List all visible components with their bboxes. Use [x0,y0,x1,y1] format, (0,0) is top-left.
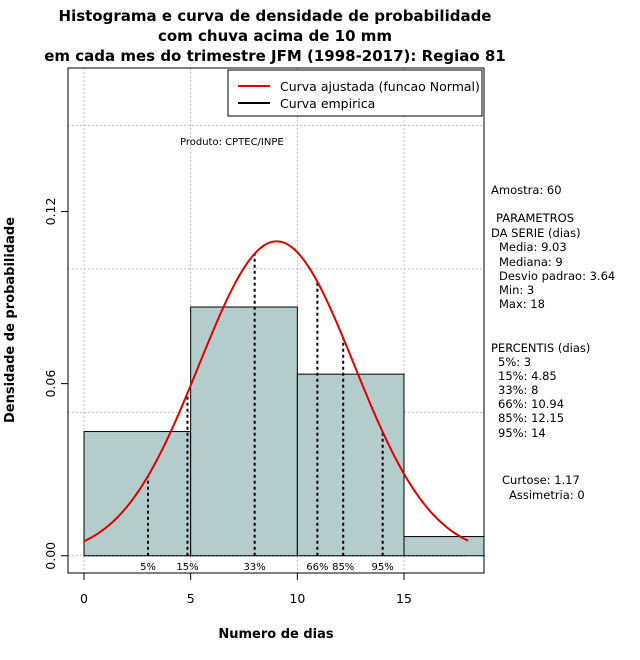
stat-p95: 95%: 14 [498,426,546,440]
y-tick-label: 0.00 [43,542,58,570]
fitted-normal-curve [83,240,469,543]
stat-max: Max: 18 [499,297,545,311]
stat-percentiles-title: PERCENTIS (dias) [491,341,590,355]
x-tick-label: 15 [396,591,412,606]
legend-fitted-label: Curva ajustada (funcao Normal) [280,79,480,94]
histogram-bar [296,373,405,557]
percentile-label: 15% [176,562,198,573]
stat-min: Min: 3 [499,283,534,297]
x-axis-title: Numero de dias [218,627,334,642]
chart-title-line1: Histograma e curva de densidade de proba… [59,7,492,25]
stat-params-title: PARAMETROS [496,211,574,225]
stat-kurtosis: Curtose: 1.17 [502,473,580,487]
stat-p33: 33%: 8 [498,383,538,397]
histogram-bars [83,306,485,557]
stat-median: Mediana: 9 [499,255,563,269]
producer-label: Produto: CPTEC/INPE [180,137,284,148]
stat-p15: 15%: 4.85 [498,369,557,383]
stat-mean: Media: 9.03 [499,240,567,254]
stat-sample: Amostra: 60 [491,183,562,197]
y-tick-label: 0.06 [43,370,58,398]
stat-p85: 85%: 12.15 [498,411,564,425]
x-tick-label: 10 [289,591,305,606]
percentile-label: 5% [140,562,156,573]
legend-box [227,69,483,117]
stat-p66: 66%: 10.94 [498,397,564,411]
y-axis-title: Densidade de probabilidade [3,217,18,423]
percentile-label: 66% [306,562,328,573]
percentile-label: 85% [332,562,354,573]
stats-panel: Amostra: 60 PARAMETROS DA SERIE (dias) M… [491,183,615,502]
fitted-curve [83,240,469,543]
x-axis: 0 5 10 15 [80,572,412,606]
percentile-label: 33% [244,562,266,573]
percentile-label: 95% [372,562,394,573]
legend: Curva ajustada (funcao Normal) Curva emp… [227,69,483,117]
stat-p5: 5%: 3 [498,355,531,369]
x-tick-label: 5 [187,591,195,606]
stat-skewness: Assimetria: 0 [509,488,585,502]
chart-title-line2: com chuva acima de 10 mm [158,27,392,45]
legend-empirical-label: Curva empirica [280,96,375,111]
percentile-lines: 5% 15% 33% 66% 85% 95% [84,253,468,573]
stat-sd: Desvio padrao: 3.64 [499,269,615,283]
y-axis: 0.00 0.06 0.12 [43,198,69,570]
stat-params-subtitle: DA SERIE (dias) [491,226,581,240]
y-tick-label: 0.12 [43,198,58,226]
x-tick-label: 0 [80,591,88,606]
histogram-bar [403,536,485,557]
chart-title-line3: em cada mes do trimestre JFM (1998-2017)… [44,47,506,65]
histogram-bar [190,306,298,557]
